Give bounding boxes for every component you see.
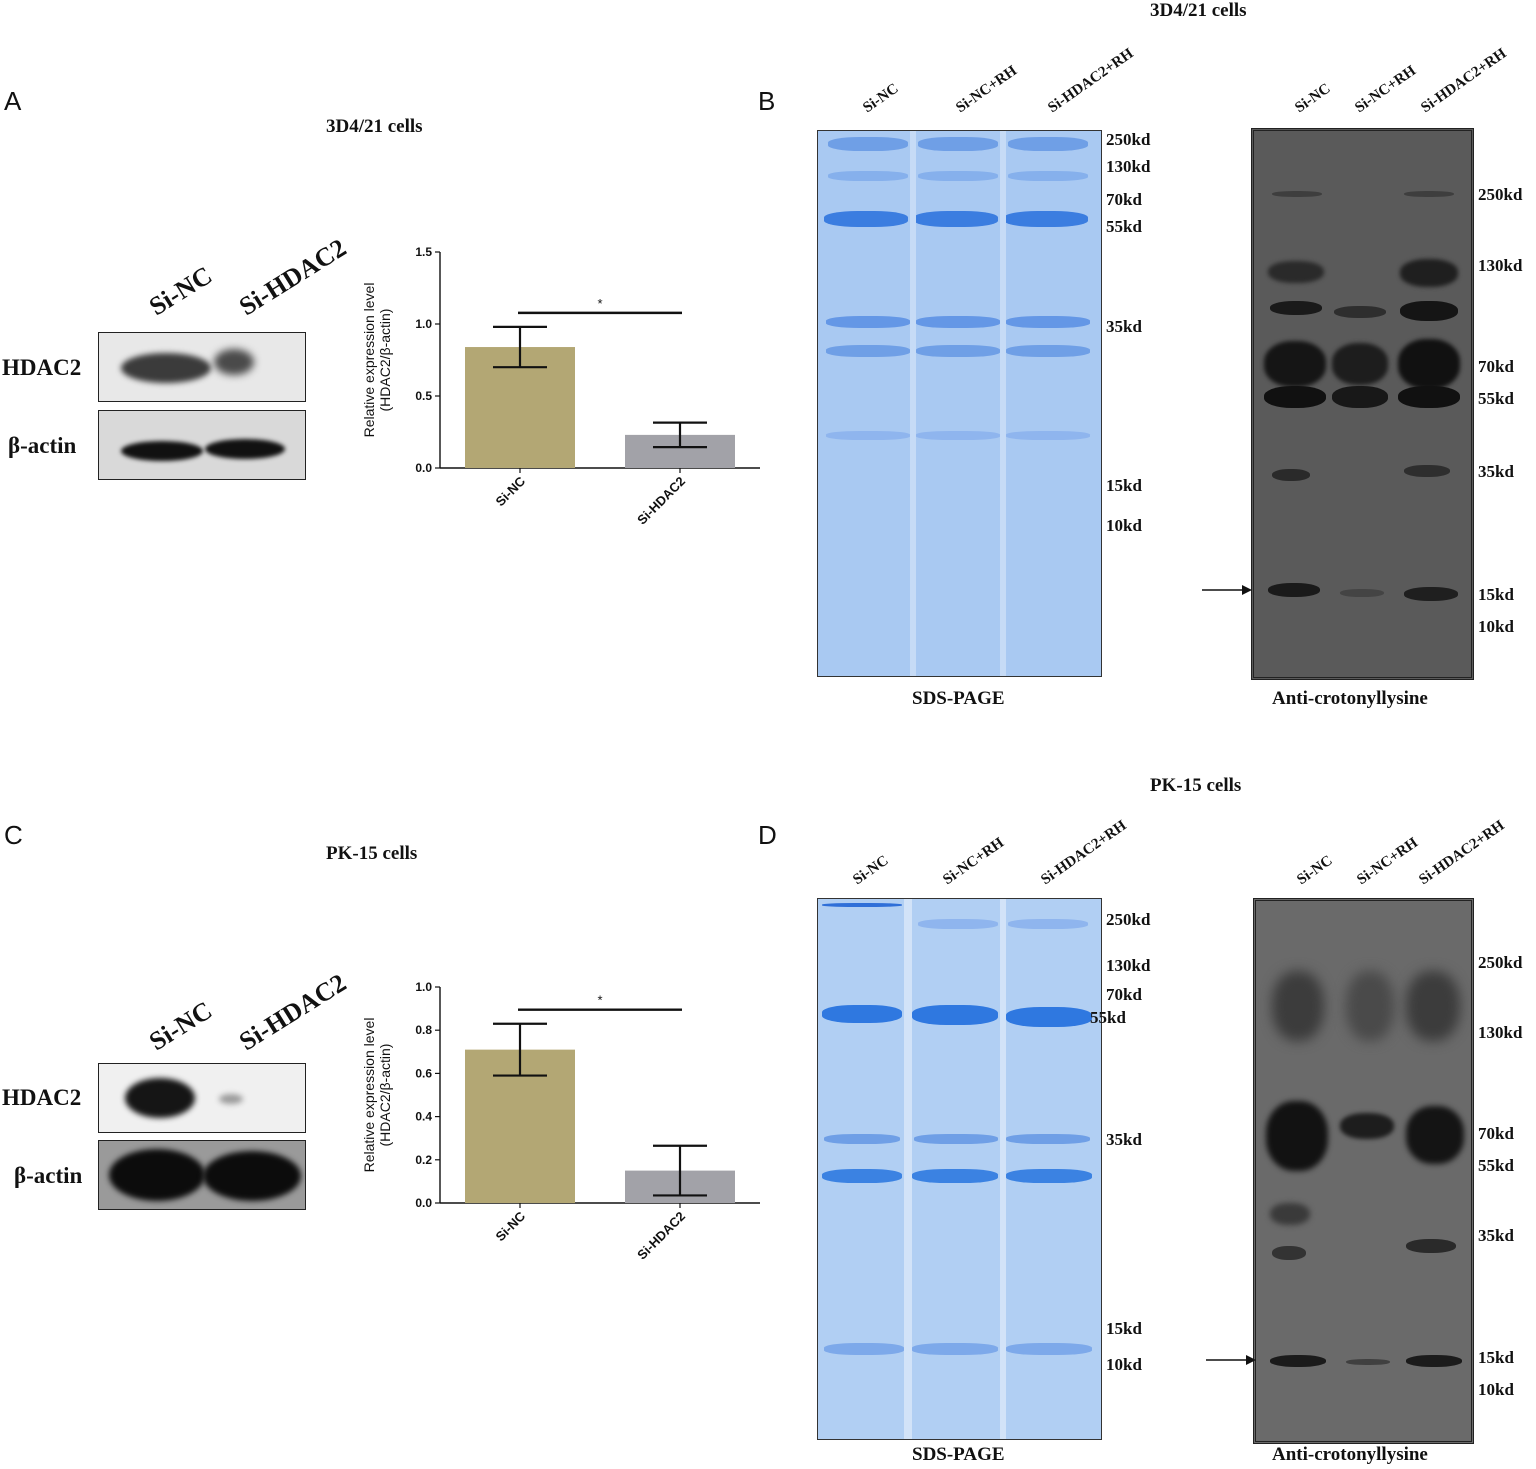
panel-letter-c: C: [4, 820, 23, 850]
gel-b-marker-250: 250kd: [1106, 130, 1151, 149]
y-tick-label: 1.0: [415, 980, 432, 994]
bar-chart-a: 0.0 0.5 1.0 1.5 Relative expression level (HD…: [361, 245, 760, 528]
wb-d-lane-2: Si-NC+RH: [1354, 834, 1421, 889]
gel-b-marker-55: 55kd: [1106, 217, 1142, 236]
gel-b-lane-2: Si-NC+RH: [953, 62, 1020, 117]
gel-d-marker-250: 250kd: [1106, 910, 1151, 929]
wb-d-marker-35: 35kd: [1478, 1226, 1514, 1245]
y-tick-label: 1.5: [415, 245, 432, 259]
gel-b-marker-35: 35kd: [1106, 317, 1142, 336]
wb-b-marker-10: 10kd: [1478, 617, 1514, 636]
gel-d-lane-2: Si-NC+RH: [940, 834, 1007, 889]
arrow-indicator-b: [1202, 585, 1252, 595]
wb-b-lane-3: Si-HDAC2+RH: [1418, 45, 1510, 117]
wb-d-marker-15: 15kd: [1478, 1348, 1514, 1367]
wb-b-marker-55: 55kd: [1478, 389, 1514, 408]
blot-c-lane-2: Si-HDAC2: [234, 968, 352, 1057]
wb-d-marker-250: 250kd: [1478, 953, 1523, 972]
panel-letter-d: D: [758, 820, 777, 850]
wb-d-lane-3: Si-HDAC2+RH: [1416, 817, 1508, 889]
gel-d-lane-1: Si-NC: [850, 852, 892, 889]
x-tick-label: Si-NC: [492, 473, 528, 509]
wb-b-lane-1: Si-NC: [1292, 80, 1334, 117]
blot-a-row-hdac2: HDAC2: [2, 355, 82, 380]
wb-b-marker-15: 15kd: [1478, 585, 1514, 604]
x-tick-label: Si-NC: [492, 1208, 528, 1244]
panel-d-title: PK-15 cells: [1150, 775, 1242, 796]
panel-letter-a: A: [4, 86, 22, 116]
y-tick-label: 0.2: [415, 1153, 432, 1167]
bar-chart-c: 0.0 0.2 0.4 0.6 0.8 1.0 Relative expression le…: [361, 980, 760, 1263]
blot-a-hdac2-strip: [98, 332, 306, 402]
gel-d-lane-3: Si-HDAC2+RH: [1038, 817, 1130, 889]
y-tick-label: 0.5: [415, 389, 432, 403]
gel-b-marker-70: 70kd: [1106, 190, 1142, 209]
gel-d-caption: SDS-PAGE: [912, 1444, 1005, 1465]
blot-c-row-actin: β-actin: [14, 1163, 83, 1188]
y-axis-label: (HDAC2/β-actin): [377, 309, 393, 412]
x-tick-label: Si-HDAC2: [634, 474, 688, 528]
wb-d-caption: Anti-crotonyllysine: [1272, 1444, 1428, 1465]
sds-page-gel-d: [817, 898, 1102, 1440]
wb-d-marker-55: 55kd: [1478, 1156, 1514, 1175]
gel-d-marker-10: 10kd: [1106, 1355, 1142, 1374]
y-tick-label: 1.0: [415, 317, 432, 331]
blot-a-lane-2: Si-HDAC2: [234, 233, 352, 322]
panel-letter-b: B: [758, 86, 776, 116]
x-tick-label: Si-HDAC2: [634, 1209, 688, 1263]
gel-b-lane-1: Si-NC: [860, 80, 902, 117]
wb-b-marker-35: 35kd: [1478, 462, 1514, 481]
blot-c-row-hdac2: HDAC2: [2, 1085, 82, 1110]
y-tick-label: 0.4: [415, 1110, 432, 1124]
arrow-indicator-d: [1206, 1355, 1256, 1365]
sds-page-gel-b: [817, 130, 1102, 677]
gel-b-marker-130: 130kd: [1106, 157, 1151, 176]
wb-d-marker-70: 70kd: [1478, 1124, 1514, 1143]
wb-d-marker-10: 10kd: [1478, 1380, 1514, 1399]
wb-d-lane-1: Si-NC: [1294, 852, 1336, 889]
gel-d-marker-70: 70kd: [1106, 985, 1142, 1004]
western-blot-film-b: [1251, 128, 1474, 680]
y-tick-label: 0.8: [415, 1023, 432, 1037]
blot-a-lane-1: Si-NC: [144, 260, 218, 322]
y-tick-label: 0.0: [415, 1196, 432, 1210]
blot-c-lane-1: Si-NC: [144, 995, 218, 1057]
y-axis-label: Relative expression level: [361, 1018, 377, 1173]
panel-c-title: PK-15 cells: [326, 843, 418, 864]
y-tick-label: 0.0: [415, 461, 432, 475]
wb-b-marker-130: 130kd: [1478, 256, 1523, 275]
wb-b-marker-250: 250kd: [1478, 185, 1523, 204]
y-tick-label: 0.6: [415, 1066, 432, 1080]
wb-b-caption: Anti-crotonyllysine: [1272, 688, 1428, 709]
y-axis-label: Relative expression level: [361, 283, 377, 438]
blot-c-actin-strip: [98, 1140, 306, 1210]
blot-a-row-actin: β-actin: [8, 433, 77, 458]
wb-d-marker-130: 130kd: [1478, 1023, 1523, 1042]
gel-d-marker-130: 130kd: [1106, 956, 1151, 975]
gel-b-marker-10: 10kd: [1106, 516, 1142, 535]
blot-c-hdac2-strip: [98, 1063, 306, 1133]
gel-d-marker-55: 55kd: [1090, 1008, 1126, 1027]
gel-d-marker-15: 15kd: [1106, 1319, 1142, 1338]
panel-b-title: 3D4/21 cells: [1150, 0, 1247, 21]
blot-a-actin-strip: [98, 410, 306, 480]
y-axis-label: (HDAC2/β-actin): [377, 1044, 393, 1147]
gel-b-caption: SDS-PAGE: [912, 688, 1005, 709]
western-blot-film-d: [1253, 898, 1474, 1444]
significance-star: *: [597, 296, 602, 311]
wb-b-lane-2: Si-NC+RH: [1352, 62, 1419, 117]
gel-d-marker-35: 35kd: [1106, 1130, 1142, 1149]
significance-star: *: [597, 993, 602, 1008]
gel-b-lane-3: Si-HDAC2+RH: [1045, 45, 1137, 117]
gel-b-marker-15: 15kd: [1106, 476, 1142, 495]
wb-b-marker-70: 70kd: [1478, 357, 1514, 376]
panel-a-title: 3D4/21 cells: [326, 116, 423, 137]
